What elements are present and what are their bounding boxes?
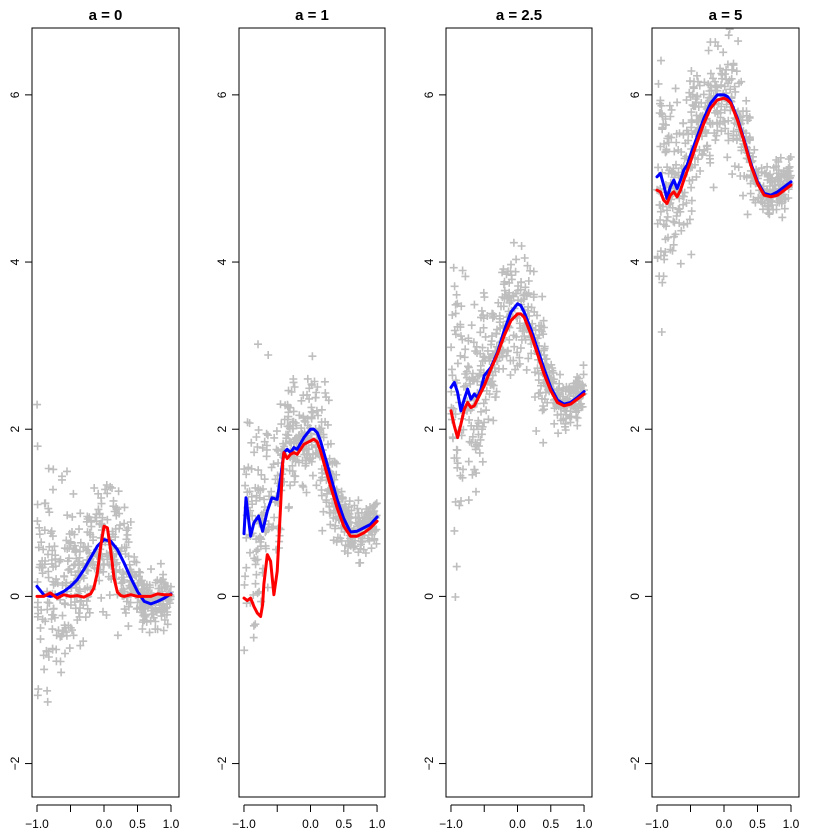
scatter-points	[33, 400, 175, 706]
x-tick-label: 0.5	[749, 817, 766, 830]
y-tick-label: −2	[422, 756, 436, 770]
x-tick-label: 0.5	[542, 817, 559, 830]
y-tick-label: 4	[215, 258, 229, 265]
chart-panel-3: a = 2.5 −1.0 0.0 0.5 1.0 −2 0 2 4 6	[422, 7, 593, 830]
x-tick-label: 0.0	[96, 817, 113, 830]
chart-panels: a = 0 −1.0 0.0 0.5 1.0 −2 0 2 4 6 a = 1 −1.0 0.0 0.5 1…	[8, 7, 800, 830]
x-tick-label: 0.0	[302, 817, 319, 830]
y-tick-label: 2	[628, 426, 642, 433]
plot-frame	[31, 27, 180, 798]
chart-panel-2: a = 1 −1.0 0.0 0.5 1.0 −2 0 2 4 6	[215, 7, 386, 830]
y-tick-label: 2	[422, 426, 436, 433]
x-axis: −1.0 0.0 0.5 1.0	[25, 804, 180, 830]
chart-panel-4: a = 5 −1.0 0.0 0.5 1.0 −2 0 2 4 6	[628, 7, 800, 830]
y-tick-label: 0	[8, 593, 22, 600]
panel-title: a = 1	[295, 7, 329, 24]
y-tick-label: −2	[8, 756, 22, 770]
y-axis: −2 0 2 4 6	[422, 91, 447, 770]
x-tick-label: 1.0	[576, 817, 593, 830]
y-tick-label: 6	[628, 91, 642, 98]
panel-title: a = 2.5	[496, 7, 542, 24]
chart-panel-1: a = 0 −1.0 0.0 0.5 1.0 −2 0 2 4 6	[8, 7, 180, 830]
y-tick-label: 4	[8, 258, 22, 265]
scatter-marks	[33, 400, 175, 706]
y-tick-label: 0	[215, 593, 229, 600]
y-axis: −2 0 2 4 6	[8, 91, 33, 770]
x-tick-label: 0.5	[129, 817, 146, 830]
y-tick-label: 6	[215, 91, 229, 98]
y-tick-label: 4	[628, 258, 642, 265]
y-tick-label: −2	[215, 756, 229, 770]
scatter-points	[447, 238, 588, 601]
x-tick-label: 0.0	[716, 817, 733, 830]
x-axis: −1.0 0.0 0.5 1.0	[645, 804, 800, 830]
x-tick-label: −1.0	[25, 817, 49, 830]
y-tick-label: 6	[422, 91, 436, 98]
x-tick-label: −1.0	[232, 817, 256, 830]
series-line-2	[449, 312, 586, 440]
y-tick-label: −2	[628, 756, 642, 770]
panel-title: a = 5	[709, 7, 743, 24]
y-tick-label: 2	[215, 426, 229, 433]
x-axis: −1.0 0.0 0.5 1.0	[232, 804, 386, 830]
series-line-1	[35, 538, 173, 606]
y-tick-label: 6	[8, 91, 22, 98]
x-tick-label: −1.0	[645, 817, 669, 830]
panel-title: a = 0	[89, 7, 123, 24]
scatter-points	[653, 28, 795, 336]
x-tick-label: 1.0	[369, 817, 386, 830]
y-axis: −2 0 2 4 6	[215, 91, 240, 770]
plot-frame	[651, 27, 800, 798]
series-line-1	[242, 427, 379, 538]
x-tick-label: 1.0	[163, 817, 180, 830]
y-axis: −2 0 2 4 6	[628, 91, 653, 770]
x-tick-label: 0.0	[509, 817, 526, 830]
series-line-2	[242, 437, 379, 618]
y-tick-label: 0	[628, 593, 642, 600]
scatter-marks	[653, 28, 795, 336]
x-axis: −1.0 0.0 0.5 1.0	[439, 804, 593, 830]
y-tick-label: 0	[422, 593, 436, 600]
series-line-2	[655, 96, 793, 205]
y-tick-label: 2	[8, 426, 22, 433]
scatter-marks	[447, 238, 588, 601]
x-tick-label: −1.0	[439, 817, 463, 830]
x-tick-label: 0.5	[335, 817, 352, 830]
y-tick-label: 4	[422, 258, 436, 265]
series-line-2	[35, 524, 173, 600]
x-tick-label: 1.0	[783, 817, 800, 830]
